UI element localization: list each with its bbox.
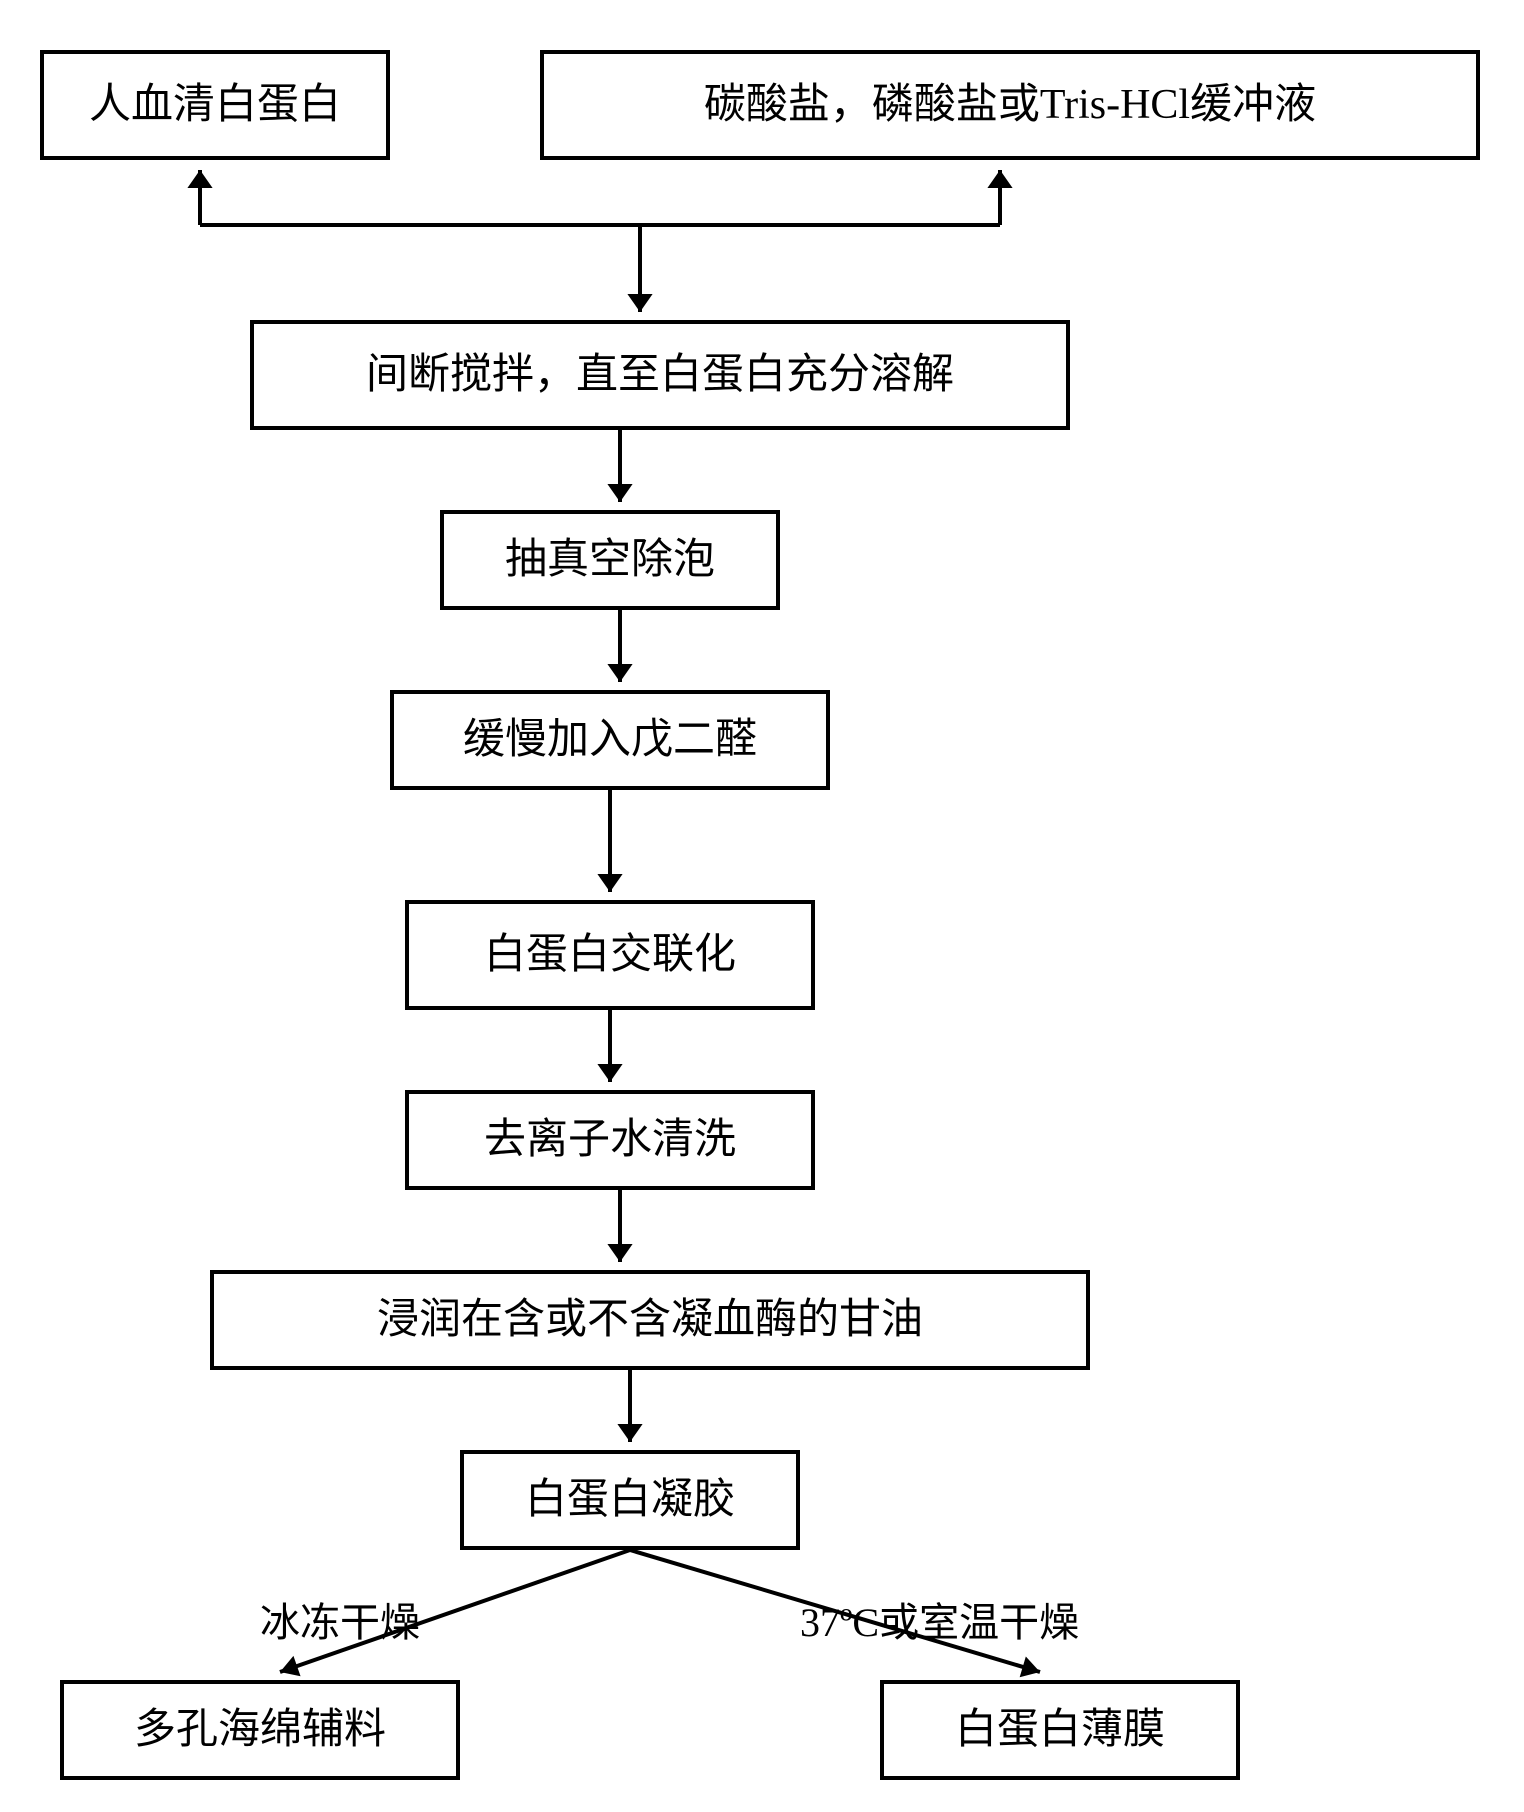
node-label: 去离子水清洗	[484, 1116, 736, 1164]
node-label: 白蛋白交联化	[484, 931, 736, 979]
label-text: 冰冻干燥	[260, 1600, 420, 1645]
label-l_dry37: 37ºC或室温干燥	[800, 1590, 1079, 1648]
node-n_input_a: 人血清白蛋白	[40, 50, 390, 160]
node-n_sponge: 多孔海绵辅料	[60, 1680, 460, 1780]
node-n_crosslink: 白蛋白交联化	[405, 900, 815, 1010]
label-l_freeze: 冰冻干燥	[260, 1590, 420, 1648]
node-label: 抽真空除泡	[505, 536, 715, 584]
node-n_ga: 缓慢加入戊二醛	[390, 690, 830, 790]
node-n_input_b: 碳酸盐，磷酸盐或Tris-HCl缓冲液	[540, 50, 1480, 160]
node-n_gel: 白蛋白凝胶	[460, 1450, 800, 1550]
node-n_vacuum: 抽真空除泡	[440, 510, 780, 610]
node-label: 碳酸盐，磷酸盐或Tris-HCl缓冲液	[704, 81, 1316, 129]
node-label: 间断搅拌，直至白蛋白充分溶解	[366, 351, 954, 399]
label-text: 37ºC或室温干燥	[800, 1600, 1079, 1645]
node-label: 浸润在含或不含凝血酶的甘油	[377, 1296, 923, 1344]
node-label: 白蛋白薄膜	[955, 1706, 1165, 1754]
node-n_film: 白蛋白薄膜	[880, 1680, 1240, 1780]
node-label: 多孔海绵辅料	[134, 1706, 386, 1754]
flowchart-canvas: 人血清白蛋白 碳酸盐，磷酸盐或Tris-HCl缓冲液间断搅拌，直至白蛋白充分溶解抽…	[0, 0, 1524, 1812]
node-n_soak: 浸润在含或不含凝血酶的甘油	[210, 1270, 1090, 1370]
node-n_stir_fix: 间断搅拌，直至白蛋白充分溶解	[250, 320, 1070, 430]
node-n_wash: 去离子水清洗	[405, 1090, 815, 1190]
node-label: 白蛋白凝胶	[525, 1476, 735, 1524]
node-label: 缓慢加入戊二醛	[463, 716, 757, 764]
node-label: 人血清白蛋白	[89, 81, 341, 129]
